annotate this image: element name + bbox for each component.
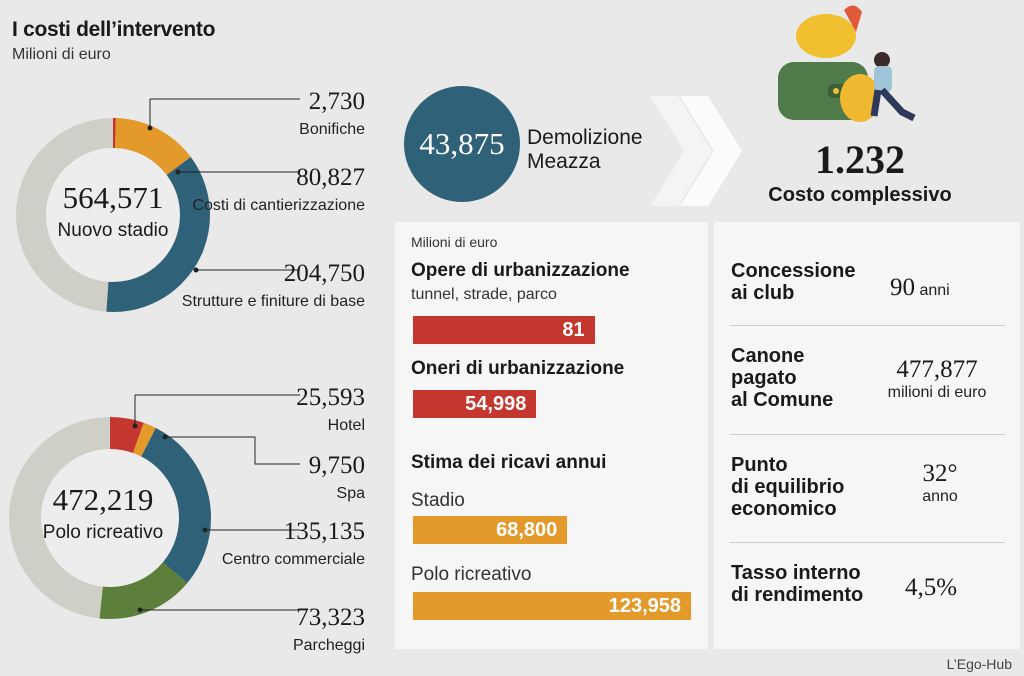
demolition-label: Demolizione Meazza	[527, 126, 643, 174]
stat-title-line: pagato	[731, 367, 797, 389]
donut2-value-parcheggi: 73,323	[296, 604, 365, 631]
donut-1	[16, 98, 300, 312]
bar-opere-urbanizzazione-label: 81	[562, 319, 585, 341]
donut1-center-label: Nuovo stadio	[57, 220, 169, 241]
donut1-value-strutture: 204,750	[283, 260, 365, 287]
donut-1-slice-bonifiche	[16, 118, 210, 312]
stat-concessione-title: Concessione ai club	[731, 260, 855, 304]
urbanization-panel: Milioni di euro Opere di urbanizzazione …	[395, 222, 708, 649]
bar-polo-ricreativo: 123,958	[413, 592, 691, 620]
stat-unit: anni	[919, 282, 950, 299]
stat-canone-value: 477,877 milioni di euro	[862, 356, 1012, 402]
donut2-label-centro: Centro commerciale	[221, 551, 365, 568]
urb-subtitle: tunnel, strade, parco	[411, 286, 557, 303]
total-label: Costo complessivo	[768, 184, 952, 206]
donut1-label-strutture: Strutture e finiture di base	[181, 293, 365, 310]
total-value: 1.232	[815, 137, 905, 182]
bar-oneri-urbanizzazione: 54,998	[413, 390, 537, 418]
divider	[730, 325, 1005, 326]
stat-equilibrio-value: 32° anno	[880, 460, 1000, 506]
stat-unit: milioni di euro	[887, 384, 987, 401]
page-subtitle: Milioni di euro	[12, 46, 111, 63]
stat-title-line: ai club	[731, 282, 795, 304]
donut1-center-value: 564,571	[62, 180, 164, 215]
leader-dot	[202, 527, 208, 533]
donut1-label-cantierizzazione: Costi di cantierizzazione	[192, 197, 365, 214]
oneri-title: Oneri di urbanizzazione	[411, 358, 625, 379]
leader-dot	[137, 607, 143, 613]
stat-title-line: economico	[731, 498, 837, 520]
donut2-value-spa: 9,750	[308, 452, 365, 479]
donut2-value-centro: 135,135	[283, 518, 365, 545]
ricavi-title: Stima dei ricavi annui	[411, 452, 607, 473]
donut2-label-hotel: Hotel	[327, 417, 365, 434]
leader-dot	[193, 267, 199, 273]
donut1-value-bonifiche: 2,730	[308, 88, 365, 115]
leader-dot	[162, 434, 168, 440]
stat-title-line: al Comune	[731, 389, 834, 411]
stadio-label: Stadio	[411, 490, 465, 511]
divider	[730, 434, 1005, 435]
donut2-center-label: Polo ricreativo	[42, 522, 164, 543]
stat-tasso-value: 4,5%	[905, 574, 957, 602]
stat-title-line: Punto	[731, 454, 788, 476]
donut2-value-hotel: 25,593	[296, 384, 365, 411]
stat-title-line: Concessione	[731, 260, 856, 282]
donut2-center-value: 472,219	[52, 482, 154, 517]
donut-1-slice-strutture-e-finiture-di-base	[16, 118, 210, 312]
donut-2	[9, 394, 300, 619]
stat-title-line: di equilibrio	[731, 476, 845, 498]
donut2-label-spa: Spa	[336, 485, 365, 502]
stat-tasso-title: Tasso interno di rendimento	[731, 562, 863, 606]
source-credit: L’Ego-Hub	[946, 656, 1012, 672]
donut1-value-cantierizzazione: 80,827	[296, 164, 365, 191]
donut-2-slice-hotel	[9, 417, 211, 619]
chevron-arrows-icon	[650, 96, 742, 206]
urb-title: Opere di urbanizzazione	[411, 260, 630, 281]
mid-unit: Milioni di euro	[411, 234, 498, 250]
donut1-label-bonifiche: Bonifiche	[299, 121, 365, 138]
leader-line	[165, 436, 300, 465]
stat-value: 477,877	[896, 356, 978, 383]
stat-canone-title: Canone pagato al Comune	[731, 345, 833, 411]
donut-2-slice-parcheggi	[9, 417, 211, 619]
donut-2-slice-centro-commerciale	[9, 417, 211, 619]
stat-title-line: di rendimento	[731, 584, 864, 606]
leader-dot	[175, 169, 181, 175]
page-title: I costi dell’intervento	[12, 18, 216, 41]
bar-polo-ricreativo-label: 123,958	[608, 595, 681, 617]
bar-oneri-urbanizzazione-label: 54,998	[465, 393, 527, 415]
demolition-badge: 43,875	[404, 86, 520, 202]
stat-title-line: Tasso interno	[731, 562, 861, 584]
polo-label: Polo ricreativo	[411, 564, 532, 585]
stats-panel	[714, 222, 1020, 649]
bar-stadio: 68,800	[413, 516, 568, 544]
stat-value: 32°	[922, 460, 958, 487]
wallet-illustration-icon	[778, 5, 916, 122]
demolition-value: 43,875	[419, 126, 505, 161]
donut2-label-parcheggi: Parcheggi	[292, 637, 365, 654]
stat-unit: anno	[922, 488, 958, 505]
bar-stadio-label: 68,800	[496, 519, 558, 541]
demolition-label-line2: Meazza	[527, 150, 601, 173]
stat-concessione-value: 90 anni	[890, 274, 950, 302]
stat-title-line: Canone	[731, 345, 805, 367]
donut-charts	[9, 98, 300, 619]
stat-value: 90	[890, 274, 915, 301]
stat-equilibrio-title: Punto di equilibrio economico	[731, 454, 844, 520]
divider	[730, 542, 1005, 543]
demolition-label-line1: Demolizione	[527, 126, 643, 149]
bar-opere-urbanizzazione: 81	[413, 316, 595, 344]
stat-value: 4,5%	[905, 574, 958, 601]
